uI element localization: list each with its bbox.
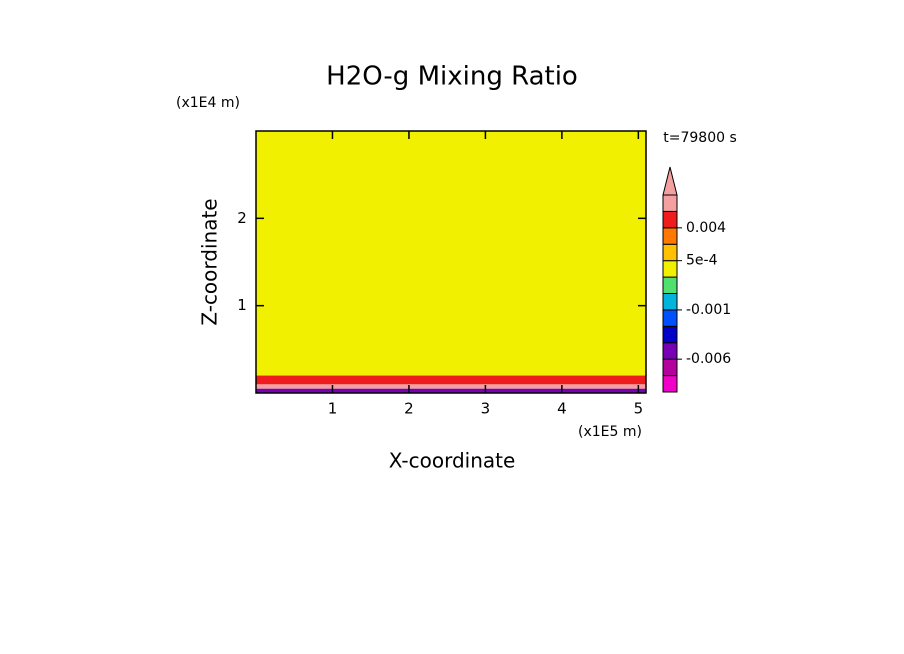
contour-band bbox=[256, 131, 646, 376]
y-axis-label: Z-coordinate bbox=[198, 198, 222, 325]
x-tick-label: 4 bbox=[557, 400, 567, 418]
colorbar-segment bbox=[662, 358, 678, 377]
colorbar-segment bbox=[662, 375, 678, 393]
colorbar-extension bbox=[662, 166, 678, 196]
y-tick-label: 1 bbox=[237, 296, 247, 314]
colorbar-segment bbox=[662, 194, 678, 212]
colorbar-segment bbox=[662, 342, 678, 360]
colorbar-segment bbox=[662, 227, 678, 245]
time-label: t=79800 s bbox=[663, 130, 737, 146]
x-tick-label: 1 bbox=[328, 400, 338, 418]
x-axis-label: X-coordinate bbox=[389, 449, 516, 473]
x-tick-label: 5 bbox=[634, 400, 644, 418]
colorbar-tick-label: 0.004 bbox=[686, 220, 726, 236]
colorbar-segment bbox=[662, 260, 678, 278]
colorbar-segment bbox=[662, 276, 678, 295]
colorbar-segment bbox=[662, 309, 678, 327]
colorbar-tick-label: -0.006 bbox=[686, 351, 731, 367]
y-unit: (x1E4 m) bbox=[176, 95, 240, 111]
contour-band bbox=[256, 384, 646, 389]
y-tick-label: 2 bbox=[237, 209, 247, 227]
x-tick-label: 3 bbox=[481, 400, 491, 418]
colorbar-segment bbox=[662, 293, 678, 311]
contour-band bbox=[256, 375, 646, 385]
colorbar-tick-label: 5e-4 bbox=[686, 253, 718, 269]
x-tick-label: 2 bbox=[404, 400, 414, 418]
colorbar-tick-label: -0.001 bbox=[686, 302, 731, 318]
chart-title: H2O-g Mixing Ratio bbox=[326, 62, 578, 92]
colorbar-segment bbox=[662, 210, 678, 229]
colorbar-segment bbox=[662, 325, 678, 344]
contour-band bbox=[256, 388, 646, 393]
plot-frame bbox=[255, 130, 647, 394]
colorbar-segment bbox=[662, 243, 678, 262]
x-unit: (x1E5 m) bbox=[578, 424, 642, 440]
